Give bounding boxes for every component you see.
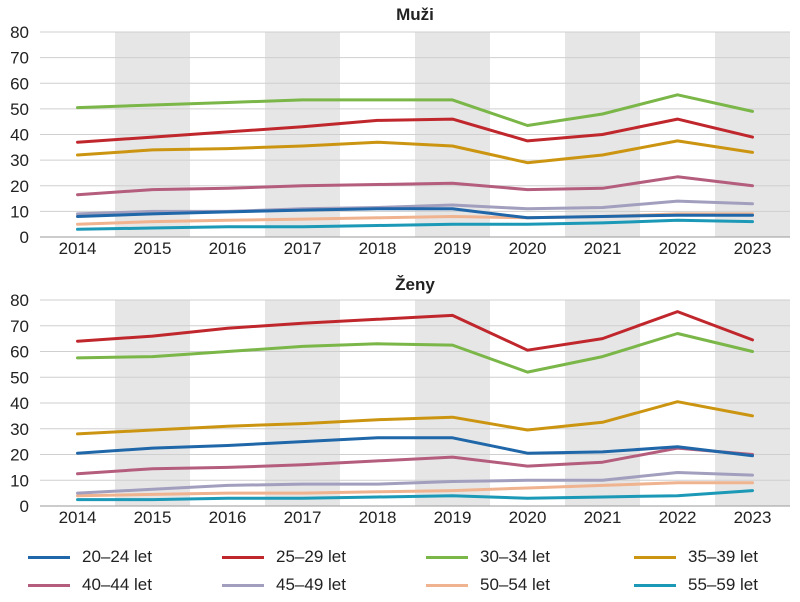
legend-swatch — [426, 555, 468, 559]
x-tick-label: 2020 — [509, 239, 547, 258]
series-line — [76, 117, 754, 144]
chart-legend: 20–24 let 25–29 let 30–34 let 35–39 let … — [0, 538, 800, 602]
y-tick-label: 70 — [10, 317, 29, 336]
legend-label: 20–24 let — [82, 547, 152, 566]
x-tick-label: 2022 — [659, 508, 697, 527]
legend-label: 25–29 let — [276, 547, 346, 566]
x-tick-label: 2021 — [584, 508, 622, 527]
y-tick-label: 10 — [10, 471, 29, 490]
legend-label: 50–54 let — [480, 575, 550, 594]
series-line — [76, 310, 754, 352]
legend-swatch — [634, 583, 676, 587]
series-line — [76, 436, 754, 458]
x-tick-label: 2019 — [434, 239, 472, 258]
legend-label: 45–49 let — [276, 575, 346, 594]
y-tick-label: 0 — [20, 228, 29, 247]
legend-item: 55–59 let — [634, 574, 758, 596]
x-tick-label: 2014 — [59, 508, 97, 527]
y-tick-label: 20 — [10, 177, 29, 196]
legend-swatch — [28, 583, 70, 587]
series-line — [76, 207, 754, 220]
y-tick-label: 50 — [10, 368, 29, 387]
series-line — [76, 446, 754, 476]
series-line — [76, 218, 754, 231]
legend-swatch — [222, 555, 264, 559]
y-tick-label: 60 — [10, 343, 29, 362]
x-tick-label: 2018 — [359, 239, 397, 258]
legend-label: 40–44 let — [82, 575, 152, 594]
x-tick-label: 2017 — [284, 508, 322, 527]
y-tick-label: 50 — [10, 100, 29, 119]
y-tick-label: 20 — [10, 446, 29, 465]
x-tick-label: 2023 — [734, 508, 772, 527]
legend-label: 35–39 let — [688, 547, 758, 566]
x-tick-label: 2023 — [734, 239, 772, 258]
y-tick-label: 80 — [10, 291, 29, 310]
legend-item: 25–29 let — [222, 546, 346, 568]
y-tick-label: 70 — [10, 49, 29, 68]
legend-item: 35–39 let — [634, 546, 758, 568]
legend-label: 55–59 let — [688, 575, 758, 594]
y-tick-label: 0 — [20, 497, 29, 516]
legend-item: 50–54 let — [426, 574, 550, 596]
y-tick-label: 80 — [10, 23, 29, 42]
legend-label: 30–34 let — [480, 547, 550, 566]
y-tick-label: 10 — [10, 202, 29, 221]
x-tick-label: 2014 — [59, 239, 97, 258]
panel-title: Ženy — [395, 275, 435, 294]
y-tick-label: 30 — [10, 420, 29, 439]
series-line — [76, 93, 754, 127]
x-tick-label: 2015 — [134, 239, 172, 258]
series-line — [76, 400, 754, 436]
legend-item: 45–49 let — [222, 574, 346, 596]
series-line — [76, 471, 754, 495]
x-tick-label: 2020 — [509, 508, 547, 527]
series-line — [76, 481, 754, 498]
panel-title: Muži — [396, 5, 434, 24]
y-tick-label: 60 — [10, 74, 29, 93]
x-tick-label: 2017 — [284, 239, 322, 258]
x-tick-label: 2016 — [209, 239, 247, 258]
legend-swatch — [28, 555, 70, 559]
x-tick-label: 2019 — [434, 508, 472, 527]
y-tick-label: 40 — [10, 394, 29, 413]
legend-item: 20–24 let — [28, 546, 152, 568]
x-tick-label: 2016 — [209, 508, 247, 527]
legend-swatch — [634, 555, 676, 559]
x-tick-label: 2021 — [584, 239, 622, 258]
series-line — [76, 139, 754, 165]
legend-item: 40–44 let — [28, 574, 152, 596]
y-tick-label: 30 — [10, 151, 29, 170]
y-tick-label: 40 — [10, 126, 29, 145]
series-line — [76, 332, 754, 374]
series-line — [76, 489, 754, 502]
x-tick-label: 2015 — [134, 508, 172, 527]
x-tick-label: 2022 — [659, 239, 697, 258]
legend-swatch — [426, 583, 468, 587]
legend-swatch — [222, 583, 264, 587]
series-line — [76, 175, 754, 197]
x-tick-label: 2018 — [359, 508, 397, 527]
legend-item: 30–34 let — [426, 546, 550, 568]
